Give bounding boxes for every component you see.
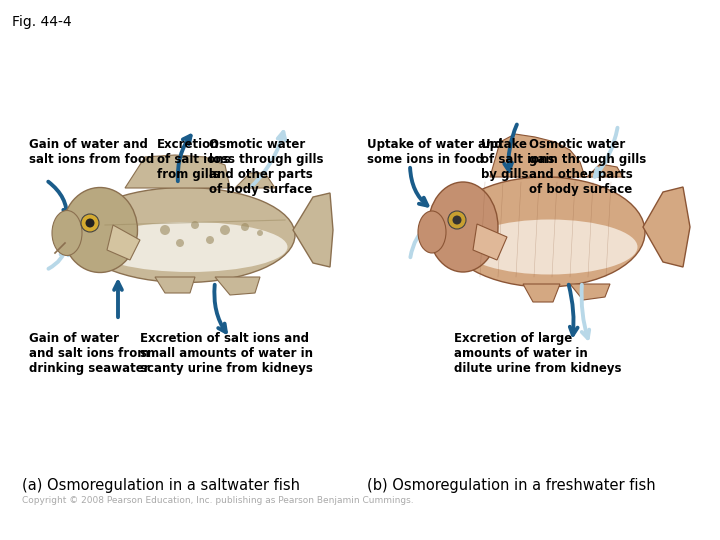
Polygon shape xyxy=(235,173,275,188)
Text: Uptake of water and
some ions in food: Uptake of water and some ions in food xyxy=(367,138,503,166)
Circle shape xyxy=(452,215,462,225)
Ellipse shape xyxy=(462,219,637,274)
Polygon shape xyxy=(155,277,195,293)
Text: Gain of water and
salt ions from food: Gain of water and salt ions from food xyxy=(29,138,154,166)
Circle shape xyxy=(86,219,94,227)
Circle shape xyxy=(81,214,99,232)
Text: Uptake
of salt ions
by gills: Uptake of salt ions by gills xyxy=(481,138,554,181)
Polygon shape xyxy=(107,225,140,260)
Polygon shape xyxy=(215,277,260,295)
Polygon shape xyxy=(570,284,610,300)
Polygon shape xyxy=(125,155,230,188)
Text: Osmotic water
gain through gills
and other parts
of body surface: Osmotic water gain through gills and oth… xyxy=(529,138,647,195)
Ellipse shape xyxy=(52,211,82,255)
Polygon shape xyxy=(587,164,623,177)
Polygon shape xyxy=(643,187,690,267)
Text: Excretion of large
amounts of water in
dilute urine from kidneys: Excretion of large amounts of water in d… xyxy=(454,332,621,375)
Ellipse shape xyxy=(445,177,645,287)
Text: Osmotic water
loss through gills
and other parts
of body surface: Osmotic water loss through gills and oth… xyxy=(209,138,323,195)
Ellipse shape xyxy=(418,211,446,253)
Polygon shape xyxy=(293,193,333,267)
Ellipse shape xyxy=(428,182,498,272)
Ellipse shape xyxy=(63,187,138,273)
Circle shape xyxy=(241,223,249,231)
Text: Excretion of salt ions and
small amounts of water in
scanty urine from kidneys: Excretion of salt ions and small amounts… xyxy=(140,332,313,375)
Text: (b) Osmoregulation in a freshwater fish: (b) Osmoregulation in a freshwater fish xyxy=(367,478,656,493)
Polygon shape xyxy=(473,224,507,260)
Circle shape xyxy=(257,230,263,236)
Polygon shape xyxy=(490,134,585,177)
Text: Copyright © 2008 Pearson Education, Inc. publishing as Pearson Benjamin Cummings: Copyright © 2008 Pearson Education, Inc.… xyxy=(22,496,413,505)
Circle shape xyxy=(220,225,230,235)
Ellipse shape xyxy=(92,222,287,272)
Text: Gain of water
and salt ions from
drinking seawater: Gain of water and salt ions from drinkin… xyxy=(29,332,150,375)
Polygon shape xyxy=(523,284,560,302)
Circle shape xyxy=(206,236,214,244)
Text: (a) Osmoregulation in a saltwater fish: (a) Osmoregulation in a saltwater fish xyxy=(22,478,300,493)
Circle shape xyxy=(191,221,199,229)
Text: Excretion
of salt ions
from gills: Excretion of salt ions from gills xyxy=(157,138,230,181)
Circle shape xyxy=(448,211,466,229)
Ellipse shape xyxy=(75,187,295,282)
Circle shape xyxy=(160,225,170,235)
Text: Fig. 44-4: Fig. 44-4 xyxy=(12,15,71,29)
Circle shape xyxy=(176,239,184,247)
